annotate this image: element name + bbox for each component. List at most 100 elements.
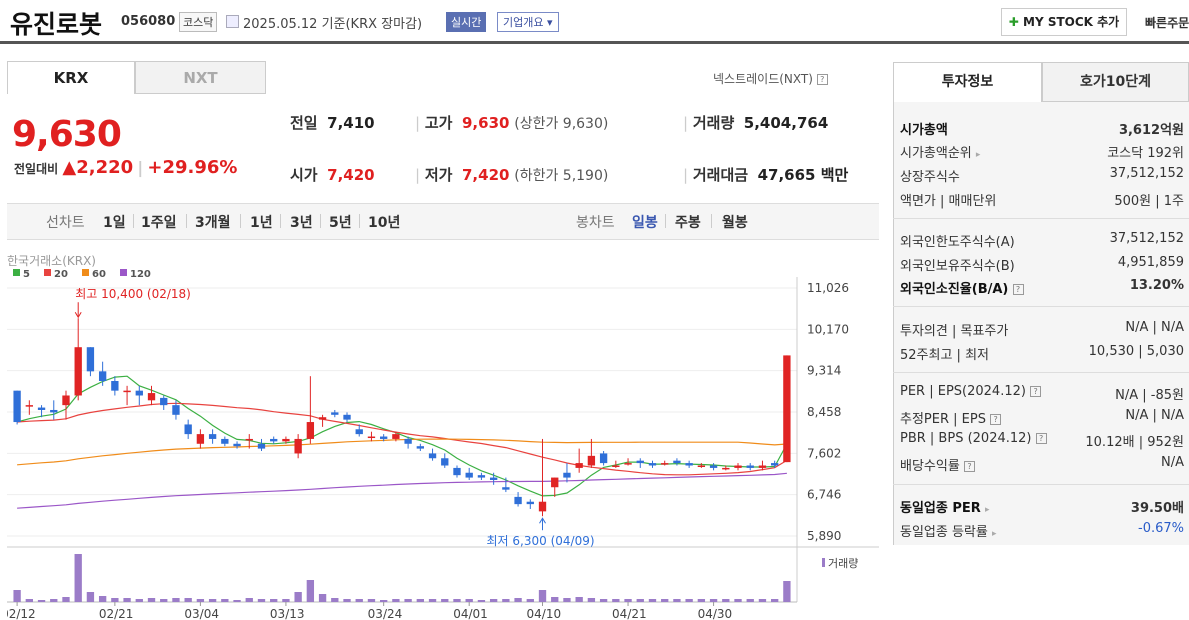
volume-bar (318, 594, 327, 602)
divider (280, 214, 281, 228)
candle-body (441, 458, 449, 466)
candle-body (392, 434, 400, 439)
ma-line (17, 472, 787, 509)
nextrade-link[interactable]: 넥스트레이드(NXT) ? (713, 70, 828, 87)
help-icon[interactable]: ? (990, 414, 1002, 425)
tab-krx[interactable]: KRX (7, 61, 135, 94)
tab-investment-info[interactable]: 투자정보 (893, 62, 1042, 102)
divider (893, 218, 1189, 219)
volume-bar (257, 599, 266, 602)
candle-body (722, 467, 730, 470)
candle-body (221, 438, 229, 444)
candle-body (147, 393, 156, 401)
chevron-right-icon: ▸ (992, 529, 997, 539)
candle-body (746, 465, 754, 468)
candles (13, 318, 791, 517)
help-icon[interactable]: ? (1012, 284, 1024, 295)
calendar-icon (226, 15, 239, 28)
period-1w[interactable]: 1주일 (141, 215, 177, 231)
volume-bar (306, 580, 315, 602)
candle-body (428, 453, 437, 459)
market-cap-rank-link[interactable]: 시가총액순위 ▸ (900, 146, 981, 161)
chart-source-label: 한국거래소(KRX) (7, 254, 96, 268)
tab-nxt[interactable]: NXT (135, 61, 266, 94)
divider (240, 214, 241, 228)
x-tick-label: 04/21 (612, 607, 647, 620)
candle-body (294, 438, 302, 454)
market-badge: 코스닥 (179, 12, 218, 32)
divider (893, 484, 1189, 485)
period-10y[interactable]: 10년 (368, 215, 401, 231)
volume-bar (722, 599, 730, 602)
period-weekly[interactable]: 주봉 (675, 215, 701, 231)
period-5y[interactable]: 5년 (329, 215, 352, 231)
legend-label: 5 (23, 269, 30, 280)
volume-bar (416, 599, 424, 602)
low-value: 7,420 (462, 166, 510, 184)
x-tick-label: 04/10 (527, 607, 562, 620)
volume-bar (709, 599, 718, 602)
low-arrow-head (539, 517, 546, 524)
stock-chart[interactable]: 한국거래소(KRX) 5 20 60 120 11,026 10,170 9,314 8,4… (7, 247, 879, 620)
candle-body (404, 438, 412, 444)
divider (711, 214, 712, 228)
add-mystock-button[interactable]: ✚ MY STOCK 추가 (1001, 8, 1127, 36)
period-1y[interactable]: 1년 (250, 215, 273, 231)
company-overview-dropdown[interactable]: 기업개요 ▾ (497, 12, 559, 32)
volume-bar (526, 599, 534, 602)
legend-label: 20 (54, 269, 68, 280)
candle-body (575, 463, 583, 468)
realtime-button[interactable]: 실시간 (446, 12, 487, 32)
candle-body (551, 477, 559, 488)
sector-change-link[interactable]: 동일업종 등락률 ▸ (900, 525, 997, 540)
candle-body (98, 371, 107, 381)
candle-body (184, 424, 192, 435)
candle-body (282, 438, 290, 442)
volume-bar (62, 597, 70, 602)
dividend-label: 배당수익률 ? (900, 455, 975, 474)
per-eps-label: PER | EPS(2024.12) ? (900, 384, 1042, 399)
info-label: 시가총액 (900, 123, 948, 138)
period-daily[interactable]: 일봉 (632, 215, 658, 231)
help-icon[interactable]: ? (1030, 386, 1042, 397)
help-icon[interactable]: ? (1035, 433, 1047, 444)
period-1d[interactable]: 1일 (103, 215, 126, 231)
volume-bar (343, 599, 351, 602)
help-icon[interactable]: ? (816, 74, 828, 85)
change-label: 전일대비 (14, 162, 59, 176)
y-tick-label: 7,602 (807, 446, 841, 460)
high-price: | 고가 9,630 (상한가 9,630) (415, 114, 609, 132)
divider (320, 214, 321, 228)
volume-bar (477, 600, 486, 602)
candle-body (734, 465, 742, 468)
volume-bar (355, 599, 363, 602)
divider (133, 214, 134, 228)
low-price: | 저가 7,420 (하한가 5,190) (415, 166, 609, 184)
tab-orderbook[interactable]: 호가10단계 (1042, 62, 1189, 102)
change-percent: +29.96% (147, 157, 238, 178)
help-icon[interactable]: ? (963, 461, 975, 472)
volume-bar (441, 599, 449, 602)
sector-per-link[interactable]: 동일업종 PER ▸ (900, 501, 990, 516)
volume-bar (771, 599, 779, 602)
volume-bar (783, 581, 791, 602)
volume-bar (331, 598, 339, 602)
candle-body (563, 472, 571, 478)
legend-label: 60 (92, 269, 106, 280)
period-3y[interactable]: 3년 (290, 215, 313, 231)
est-per-label: 추정PER | EPS ? (900, 408, 1002, 427)
base-date: 2025.05.12 기준(KRX 장마감) (243, 17, 423, 32)
info-value: 10,530 | 5,030 (1088, 344, 1184, 359)
volume-bar (563, 598, 571, 602)
legend-swatch (82, 269, 89, 276)
low-annotation: 최저 6,300 (04/09) (487, 534, 595, 548)
candle-body (367, 436, 376, 439)
quick-order-link[interactable]: 빠른주문 (1145, 16, 1189, 30)
trade-amount: | 거래대금 47,665 백만 (683, 166, 849, 184)
period-monthly[interactable]: 월봉 (722, 215, 748, 231)
volume-bar (221, 599, 229, 602)
period-3m[interactable]: 3개월 (195, 215, 231, 231)
volume-bar (245, 598, 253, 602)
volume-bar (37, 600, 46, 602)
volume-value: 5,404,764 (743, 114, 829, 132)
